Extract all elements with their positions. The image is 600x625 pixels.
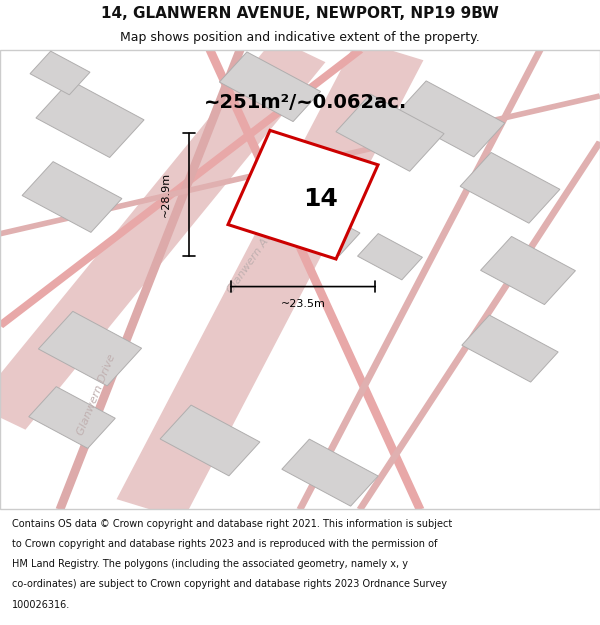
- Polygon shape: [296, 49, 544, 511]
- Polygon shape: [357, 141, 600, 511]
- Text: ~28.9m: ~28.9m: [161, 172, 171, 217]
- Text: to Crown copyright and database rights 2023 and is reproduced with the permissio: to Crown copyright and database rights 2…: [12, 539, 437, 549]
- Polygon shape: [358, 234, 422, 280]
- Text: Glanwern Avenue: Glanwern Avenue: [226, 209, 290, 296]
- Polygon shape: [206, 49, 424, 511]
- Polygon shape: [30, 51, 90, 95]
- Text: HM Land Registry. The polygons (including the associated geometry, namely x, y: HM Land Registry. The polygons (includin…: [12, 559, 408, 569]
- Text: 14: 14: [304, 188, 338, 211]
- Polygon shape: [336, 94, 444, 171]
- Polygon shape: [0, 48, 363, 328]
- Text: co-ordinates) are subject to Crown copyright and database rights 2023 Ordnance S: co-ordinates) are subject to Crown copyr…: [12, 579, 447, 589]
- Text: 14, GLANWERN AVENUE, NEWPORT, NP19 9BW: 14, GLANWERN AVENUE, NEWPORT, NP19 9BW: [101, 6, 499, 21]
- Text: ~251m²/~0.062ac.: ~251m²/~0.062ac.: [205, 93, 407, 112]
- Polygon shape: [0, 93, 600, 236]
- Polygon shape: [36, 81, 144, 158]
- Polygon shape: [460, 152, 560, 223]
- Polygon shape: [38, 311, 142, 386]
- Polygon shape: [0, 38, 325, 429]
- Polygon shape: [160, 405, 260, 476]
- Polygon shape: [395, 81, 505, 157]
- Text: ~23.5m: ~23.5m: [281, 299, 325, 309]
- Polygon shape: [228, 131, 378, 259]
- Polygon shape: [282, 439, 378, 506]
- Text: 100026316.: 100026316.: [12, 599, 70, 609]
- Text: Map shows position and indicative extent of the property.: Map shows position and indicative extent…: [120, 31, 480, 44]
- Polygon shape: [29, 387, 115, 448]
- Text: Contains OS data © Crown copyright and database right 2021. This information is : Contains OS data © Crown copyright and d…: [12, 519, 452, 529]
- Polygon shape: [481, 236, 575, 304]
- Polygon shape: [300, 212, 360, 256]
- Bar: [0, 50, 600, 509]
- Polygon shape: [22, 162, 122, 232]
- Polygon shape: [462, 315, 558, 382]
- Polygon shape: [56, 49, 244, 511]
- Polygon shape: [116, 40, 424, 519]
- Polygon shape: [220, 52, 320, 122]
- Text: Glanwern Drive: Glanwern Drive: [75, 352, 117, 437]
